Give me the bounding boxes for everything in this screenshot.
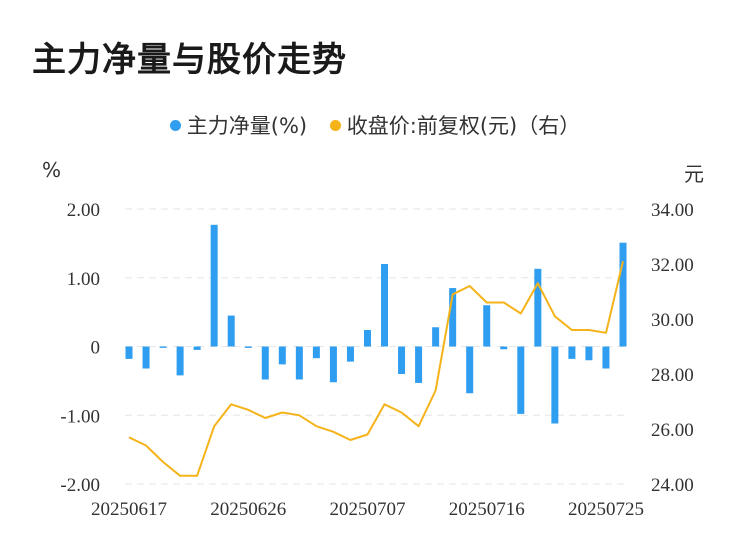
bar xyxy=(210,224,218,347)
bar xyxy=(517,346,525,414)
bar xyxy=(159,346,167,348)
bar xyxy=(619,242,627,347)
bar xyxy=(363,330,371,347)
y-right-tick-label: 30.00 xyxy=(651,310,694,331)
bar xyxy=(398,346,406,374)
x-tick-label: 20250707 xyxy=(329,499,405,520)
y-right-tick-label: 28.00 xyxy=(651,365,694,386)
legend: 主力净量(%) 收盘价:前复权(元)（右） xyxy=(0,110,750,140)
legend-dot-blue-icon xyxy=(169,119,181,131)
bar xyxy=(500,346,508,350)
x-tick-label: 20250617 xyxy=(91,499,167,520)
y-left-tick-label: 0 xyxy=(91,338,101,359)
right-axis-unit: 元 xyxy=(684,162,704,186)
chart-title: 主力净量与股价走势 xyxy=(32,40,347,80)
bar xyxy=(449,288,457,347)
bar xyxy=(244,346,252,348)
bar xyxy=(551,346,559,424)
y-left-tick-label: 2.00 xyxy=(67,200,100,221)
bar xyxy=(381,264,389,347)
bar xyxy=(142,346,150,369)
bar xyxy=(278,346,286,365)
x-tick-label: 20250626 xyxy=(210,499,286,520)
bar xyxy=(329,346,337,383)
legend-item-main-net[interactable]: 主力净量(%) xyxy=(169,110,308,140)
bar xyxy=(432,327,440,347)
x-tick-label: 20250716 xyxy=(449,499,525,520)
bar xyxy=(346,346,354,362)
y-left-tick-label: 1.00 xyxy=(67,269,100,290)
bar xyxy=(261,346,269,380)
bar xyxy=(227,315,235,347)
left-axis-unit: % xyxy=(42,158,62,182)
legend-label-main-net: 主力净量(%) xyxy=(186,114,308,138)
bar xyxy=(295,346,303,380)
bar xyxy=(585,346,593,361)
bar xyxy=(602,346,610,369)
legend-label-close-price: 收盘价:前复权(元)（右） xyxy=(346,114,581,138)
legend-dot-orange-icon xyxy=(329,119,341,131)
legend-item-close-price[interactable]: 收盘价:前复权(元)（右） xyxy=(329,110,581,140)
bar xyxy=(312,346,320,359)
y-right-tick-label: 32.00 xyxy=(651,255,694,276)
bar xyxy=(483,305,491,347)
bar xyxy=(125,346,133,359)
bar xyxy=(193,346,201,350)
bar xyxy=(176,346,184,376)
y-right-tick-label: 24.00 xyxy=(651,475,694,496)
bar xyxy=(534,268,542,347)
y-right-tick-label: 34.00 xyxy=(651,200,694,221)
bar xyxy=(466,346,474,394)
bar xyxy=(415,346,423,383)
y-left-tick-label: -1.00 xyxy=(60,406,100,427)
x-tick-label: 20250725 xyxy=(568,499,644,520)
y-left-tick-label: -2.00 xyxy=(60,475,100,496)
bar xyxy=(568,346,576,359)
y-right-tick-label: 26.00 xyxy=(651,420,694,441)
close-price-line xyxy=(128,260,624,477)
